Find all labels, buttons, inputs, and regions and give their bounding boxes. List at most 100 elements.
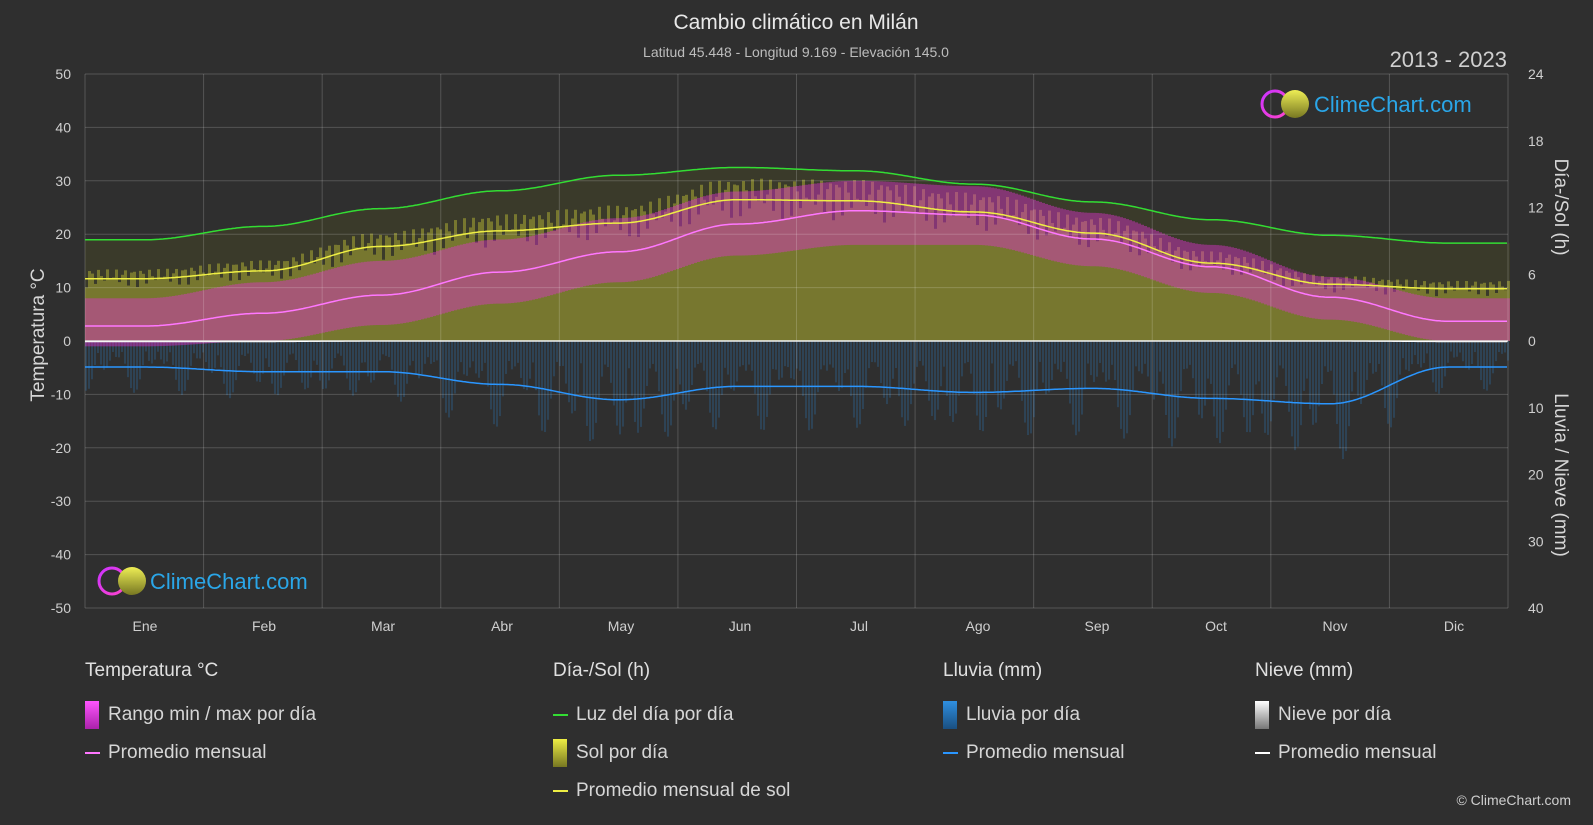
rain-bar xyxy=(529,341,531,379)
rain-bar xyxy=(568,341,570,403)
rain-bar xyxy=(463,341,465,375)
temp-range-bar xyxy=(163,297,166,346)
sun-bar xyxy=(1207,263,1210,341)
sun-bar xyxy=(1309,282,1312,341)
rain-bar xyxy=(784,341,786,367)
rain-bar xyxy=(868,341,870,369)
right-tick-label-top: 18 xyxy=(1528,133,1544,149)
sun-bar xyxy=(256,271,259,341)
temp-range-bar xyxy=(577,223,580,288)
snow-avg-line-point xyxy=(736,340,739,343)
sun-bar xyxy=(1120,243,1123,341)
rain-bar xyxy=(703,341,705,371)
rain-bar xyxy=(103,341,105,370)
rain-bar xyxy=(121,341,123,352)
rain-bar xyxy=(1384,341,1386,409)
temp-avg-line-point xyxy=(617,250,620,253)
sun-bar xyxy=(709,181,712,341)
sun-bar xyxy=(1387,279,1390,341)
rain-bar xyxy=(1504,341,1506,353)
rain-bar xyxy=(715,341,717,430)
rain-bar xyxy=(670,341,672,426)
temp-range-bar xyxy=(1282,266,1285,311)
rain-bar xyxy=(664,341,666,432)
sun-bar xyxy=(778,182,781,341)
rain-bar xyxy=(148,341,150,361)
temp-range-bar xyxy=(1183,240,1186,290)
temp-range-bar xyxy=(358,262,361,327)
rain-bar xyxy=(829,341,831,365)
temp-range-bar xyxy=(661,210,664,275)
temp-range-bar xyxy=(646,214,649,279)
temp-range-bar xyxy=(439,250,442,315)
rain-bar xyxy=(226,341,228,396)
sun-bar xyxy=(1417,290,1420,341)
rain-bar xyxy=(1486,341,1488,391)
sun-bar xyxy=(601,218,604,341)
rain-bar xyxy=(340,341,342,356)
sun-bar xyxy=(1279,268,1282,341)
rain-bar xyxy=(982,341,984,432)
rain-bar xyxy=(775,341,777,370)
sun-bar xyxy=(937,193,940,341)
temp-range-bar xyxy=(574,224,577,289)
rain-bar xyxy=(1051,341,1053,381)
rain-bar xyxy=(850,341,852,397)
rain-avg-line-point xyxy=(1091,387,1094,390)
sun-bar xyxy=(541,219,544,341)
sun-bar xyxy=(304,262,307,341)
temp-range-bar xyxy=(1177,239,1180,289)
temp-range-bar xyxy=(1333,276,1336,320)
sun-avg-line-point xyxy=(143,277,146,280)
rain-bar xyxy=(547,341,549,420)
rain-bar xyxy=(391,341,393,370)
rain-bar xyxy=(223,341,225,384)
rain-bar xyxy=(169,341,171,353)
sun-bar xyxy=(298,270,301,341)
sun-bar xyxy=(628,236,631,341)
temp-range-bar xyxy=(1486,298,1489,341)
temp-range-bar xyxy=(559,228,562,293)
sun-bar xyxy=(112,277,115,341)
temp-range-bar xyxy=(229,285,232,342)
rain-bar xyxy=(1240,341,1242,395)
snow-avg-line-point xyxy=(973,340,976,343)
rain-bar xyxy=(115,341,117,357)
sun-bar xyxy=(484,247,487,341)
temp-range-bar xyxy=(310,274,313,336)
temp-range-bar xyxy=(1495,298,1498,341)
sun-bar xyxy=(739,216,742,341)
legend-title: Día-/Sol (h) xyxy=(553,660,651,681)
rain-bar xyxy=(1309,341,1311,410)
rain-avg-line-point xyxy=(1210,397,1213,400)
sun-bar xyxy=(328,245,331,341)
sun-bar xyxy=(751,179,754,341)
legend-label: Promedio mensual xyxy=(966,742,1125,763)
rain-bar xyxy=(973,341,975,394)
temp-range-bar xyxy=(298,277,301,338)
sun-bar xyxy=(397,240,400,341)
rain-bar xyxy=(838,341,840,391)
sun-bar xyxy=(1447,281,1450,341)
temp-range-bar xyxy=(364,261,367,326)
rain-bar xyxy=(490,341,492,410)
rain-bar xyxy=(781,341,783,378)
temp-range-bar xyxy=(1150,228,1153,280)
rain-bar xyxy=(682,341,684,405)
temp-range-bar xyxy=(454,246,457,311)
sun-bar xyxy=(1234,256,1237,341)
rain-bar xyxy=(1036,341,1038,391)
sun-bar xyxy=(412,229,415,341)
sun-bar xyxy=(1114,232,1117,341)
sun-bar xyxy=(766,194,769,341)
sun-bar xyxy=(1384,294,1387,341)
sun-bar xyxy=(1075,217,1078,341)
temp-range-bar xyxy=(1192,243,1195,292)
rain-bar xyxy=(523,341,525,390)
temp-range-bar xyxy=(1159,232,1162,283)
rain-bar xyxy=(1072,341,1074,425)
sun-bar xyxy=(1426,293,1429,341)
sun-bar xyxy=(1477,294,1480,341)
sun-bar xyxy=(745,190,748,341)
sun-bar xyxy=(1504,290,1507,341)
